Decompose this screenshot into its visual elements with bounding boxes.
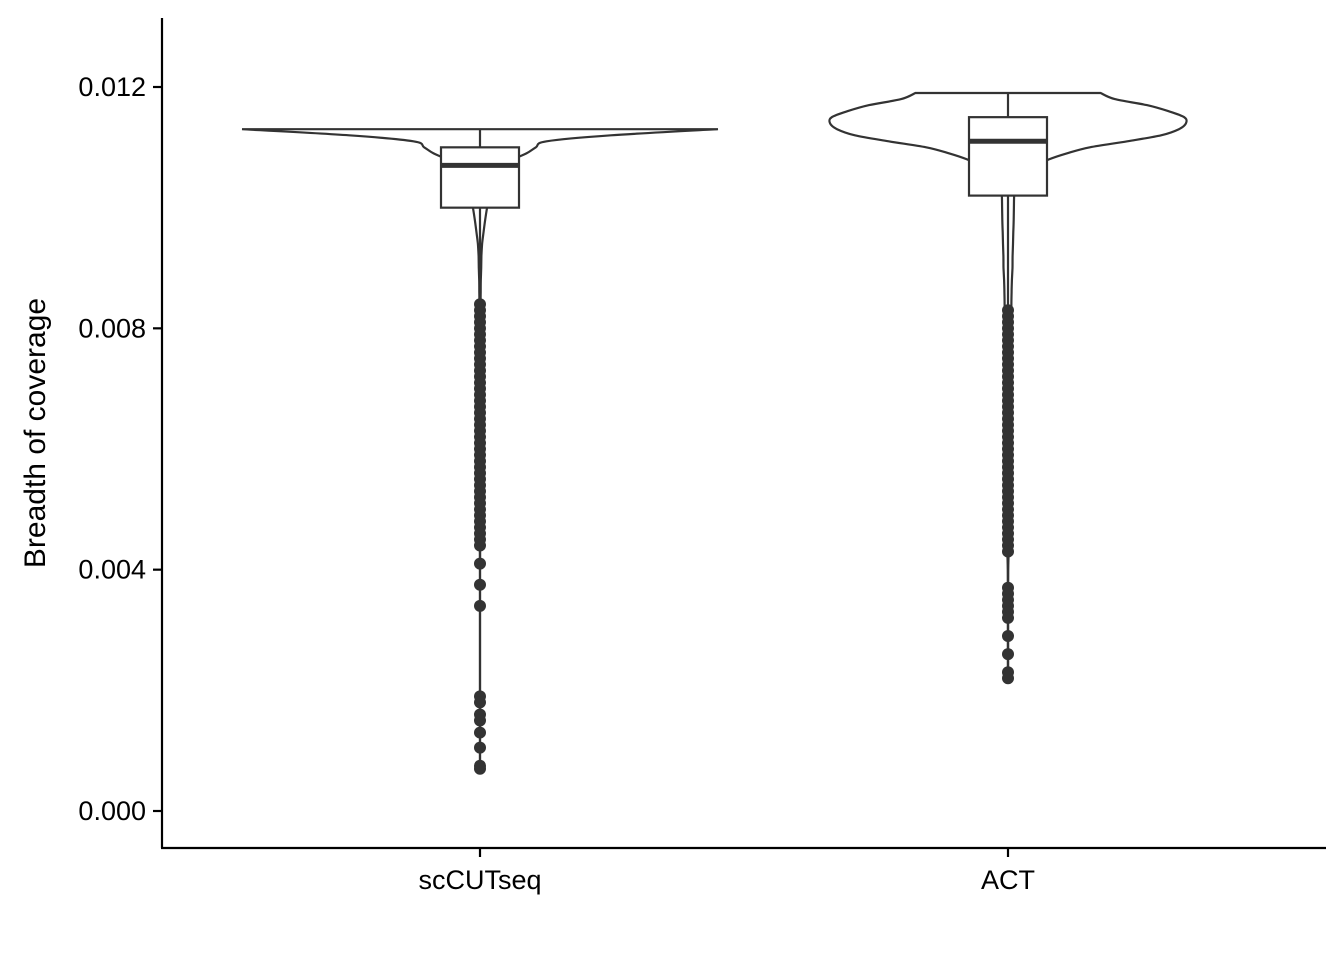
x-ticks: scCUTseq ACT bbox=[418, 848, 1035, 895]
outlier-point bbox=[474, 599, 486, 612]
y-ticks: 0.000 0.004 0.008 0.012 bbox=[78, 72, 162, 826]
outlier-point bbox=[474, 696, 486, 709]
y-tick-label: 0.008 bbox=[78, 313, 146, 343]
outlier-point bbox=[1002, 630, 1014, 643]
y-tick-label: 0.004 bbox=[78, 555, 146, 585]
x-tick-label: ACT bbox=[981, 865, 1035, 895]
plot-area bbox=[241, 91, 1188, 775]
outlier-point bbox=[1002, 648, 1014, 661]
y-axis-title: Breadth of coverage bbox=[19, 298, 52, 568]
axes bbox=[160, 18, 1326, 850]
outlier-point bbox=[474, 726, 486, 739]
outlier-point bbox=[1002, 611, 1014, 624]
outlier-point bbox=[474, 762, 486, 775]
outlier-point bbox=[474, 557, 486, 570]
outlier-point bbox=[474, 741, 486, 754]
outlier-point bbox=[474, 714, 486, 727]
y-tick-label: 0.012 bbox=[78, 72, 146, 102]
x-tick-label: scCUTseq bbox=[418, 865, 541, 895]
box-ACT bbox=[967, 116, 1049, 197]
outlier-point bbox=[474, 539, 486, 552]
box-scCUTseq bbox=[439, 146, 521, 209]
outlier-point bbox=[474, 578, 486, 591]
y-tick-label: 0.000 bbox=[78, 796, 146, 826]
outlier-point bbox=[1002, 672, 1014, 685]
outlier-point bbox=[1002, 545, 1014, 558]
